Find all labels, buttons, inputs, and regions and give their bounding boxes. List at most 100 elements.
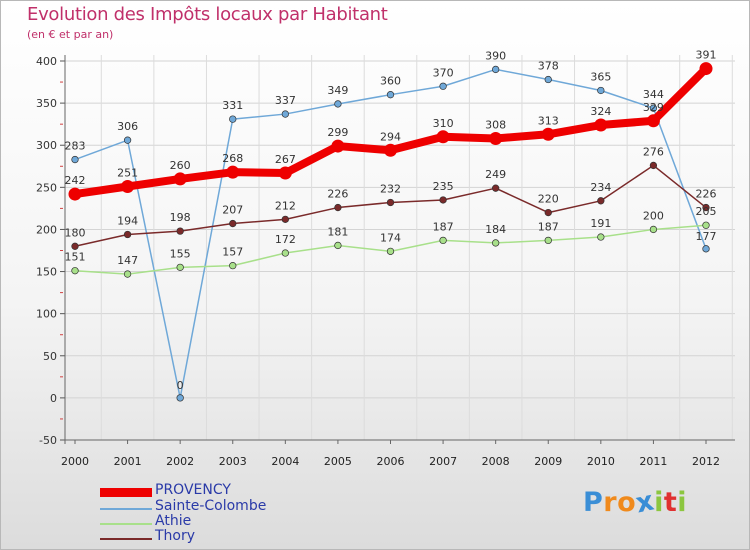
logo-letter: r xyxy=(603,487,618,518)
data-label: 205 xyxy=(696,205,717,218)
grid-layer xyxy=(65,55,735,441)
data-point xyxy=(439,196,447,204)
data-point xyxy=(229,219,237,228)
y-tick-label: 250 xyxy=(36,181,57,194)
data-point xyxy=(492,184,500,192)
data-point xyxy=(649,104,658,112)
data-label: 151 xyxy=(65,251,86,264)
data-point xyxy=(123,230,132,239)
data-label: 187 xyxy=(538,220,559,233)
data-point xyxy=(439,236,447,245)
data-label: 147 xyxy=(117,254,138,267)
x-tick-label: 2000 xyxy=(61,455,89,468)
data-point xyxy=(492,239,500,247)
data-point xyxy=(226,165,240,179)
data-label: 191 xyxy=(590,217,611,230)
chart-title: Evolution des Impôts locaux par Habitant xyxy=(27,4,388,25)
data-point xyxy=(71,155,79,164)
data-label: 242 xyxy=(65,174,86,187)
data-point xyxy=(331,139,345,153)
data-point xyxy=(544,208,552,217)
data-label: 365 xyxy=(590,70,611,83)
data-label: 260 xyxy=(170,159,191,172)
data-label: 157 xyxy=(222,246,243,259)
data-point xyxy=(386,198,395,207)
y-tick-label: 350 xyxy=(36,97,57,110)
data-label: 306 xyxy=(117,120,138,133)
data-point xyxy=(702,203,710,212)
data-point xyxy=(123,270,132,278)
x-tick-label: 2003 xyxy=(219,455,247,468)
x-tick-label: 2001 xyxy=(114,455,142,468)
data-point xyxy=(123,136,132,144)
data-label-layer: 242 251 260 268 267 299 294 310 308 313 324 329 391 2… xyxy=(65,49,717,392)
data-point xyxy=(173,172,187,186)
data-label: 360 xyxy=(380,75,401,88)
data-point xyxy=(699,62,713,76)
data-label: 329 xyxy=(643,101,664,114)
data-point xyxy=(544,236,552,245)
data-point xyxy=(646,114,660,128)
x-tick-label: 2004 xyxy=(271,455,299,468)
data-label: 155 xyxy=(170,247,191,260)
data-point xyxy=(229,262,237,270)
logo-letter: o xyxy=(617,487,637,518)
data-point xyxy=(176,227,184,235)
data-label: 226 xyxy=(696,188,717,201)
data-point xyxy=(492,65,500,74)
data-label: 344 xyxy=(643,88,664,101)
legend-swatch xyxy=(100,538,152,540)
data-point xyxy=(597,86,605,95)
data-point xyxy=(702,245,710,253)
data-label: 184 xyxy=(485,223,506,236)
data-label: 249 xyxy=(485,168,506,181)
data-point xyxy=(176,263,184,271)
y-tick-label: 400 xyxy=(36,55,57,68)
y-tick-label: 150 xyxy=(36,266,57,279)
series-layer xyxy=(68,62,713,402)
data-point xyxy=(436,130,450,144)
data-label: 212 xyxy=(275,199,296,212)
data-label: 177 xyxy=(696,230,717,243)
data-point xyxy=(71,242,79,250)
data-point xyxy=(281,110,289,118)
legend-swatch xyxy=(100,523,152,525)
data-point xyxy=(541,127,555,141)
data-point xyxy=(281,215,289,223)
y-tick-label: 100 xyxy=(36,308,57,321)
data-label: 310 xyxy=(433,117,454,130)
legend-label: Sainte-Colombe xyxy=(155,498,267,514)
data-point xyxy=(597,197,605,205)
plot-area xyxy=(65,55,735,440)
x-tick-label: 2005 xyxy=(324,455,352,468)
x-tick-label: 2007 xyxy=(429,455,457,468)
data-label: 194 xyxy=(117,214,138,227)
data-point xyxy=(489,131,503,145)
data-label: 308 xyxy=(485,118,506,131)
legend-swatch xyxy=(100,508,152,510)
data-label: 220 xyxy=(538,193,559,206)
data-point xyxy=(386,91,395,99)
data-label: 207 xyxy=(222,204,243,217)
data-point xyxy=(229,115,237,123)
x-tick-label: 2010 xyxy=(587,455,615,468)
data-point xyxy=(121,179,135,193)
chart-subtitle: (en € et par an) xyxy=(27,28,114,41)
data-point xyxy=(702,221,710,229)
y-tick-label: -50 xyxy=(39,434,57,447)
x-tick-label: 2008 xyxy=(482,455,510,468)
data-label: 200 xyxy=(643,209,664,222)
logo-letter: P xyxy=(583,487,604,518)
data-label: 226 xyxy=(327,188,348,201)
data-point xyxy=(649,225,658,234)
data-point xyxy=(281,249,289,257)
legend-label: PROVENCY xyxy=(155,482,231,498)
y-tick-label: 200 xyxy=(36,223,57,236)
data-point xyxy=(334,203,342,212)
data-point xyxy=(594,118,608,132)
data-label: 232 xyxy=(380,182,401,195)
data-label: 267 xyxy=(275,153,296,166)
data-label: 324 xyxy=(590,105,611,118)
data-point xyxy=(649,161,658,170)
